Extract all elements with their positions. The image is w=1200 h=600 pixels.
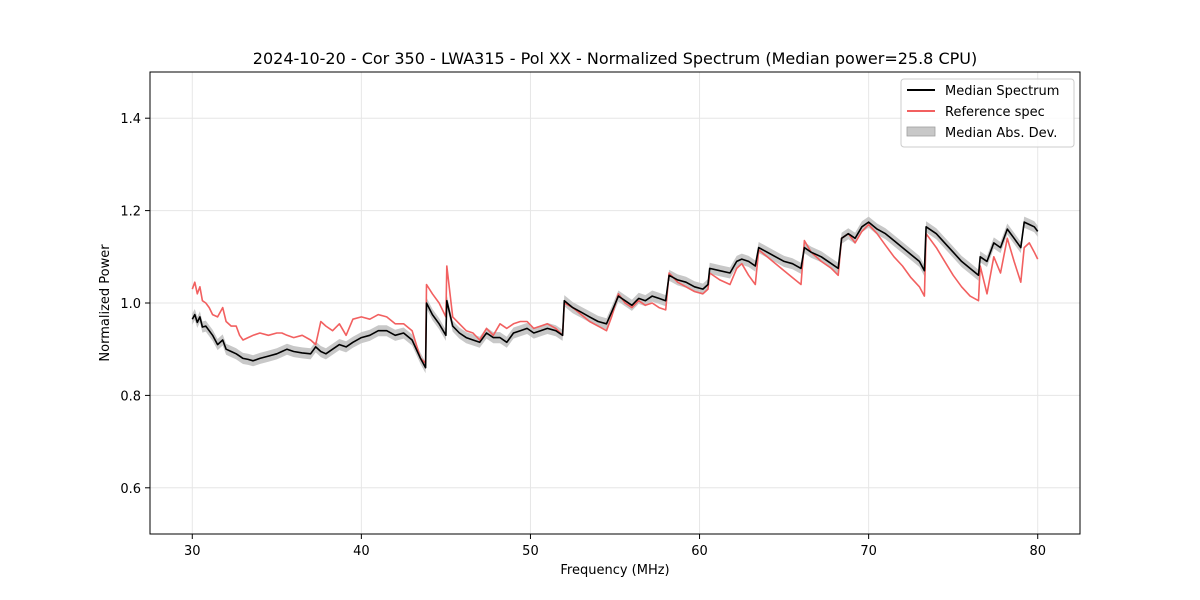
series-group [191, 221, 1039, 369]
y-tick-label: 1.4 [120, 112, 141, 127]
chart-title: 2024-10-20 - Cor 350 - LWA315 - Pol XX -… [253, 49, 977, 68]
y-tick-label: 0.8 [120, 389, 141, 404]
legend: Median Spectrum Reference spec Median Ab… [900, 78, 1075, 148]
legend-box [900, 78, 1075, 148]
y-axis-label: Normalized Power [98, 244, 113, 362]
x-axis-ticks: 30 40 50 60 70 80 [184, 534, 1046, 559]
y-tick-label: 0.6 [120, 482, 141, 497]
x-tick-label: 40 [353, 544, 370, 559]
x-tick-label: 70 [860, 544, 877, 559]
x-tick-label: 60 [691, 544, 708, 559]
legend-median-label: Median Spectrum [945, 84, 1059, 99]
y-axis-ticks: 0.6 0.8 1.0 1.2 1.4 [120, 112, 150, 497]
x-tick-label: 80 [1029, 544, 1046, 559]
x-tick-label: 50 [522, 544, 539, 559]
legend-reference-label: Reference spec [945, 105, 1045, 120]
legend-mad-swatch [906, 126, 936, 137]
y-tick-label: 1.0 [120, 297, 141, 312]
x-axis-label: Frequency (MHz) [560, 563, 669, 578]
x-tick-label: 30 [184, 544, 201, 559]
median-spectrum-line [191, 221, 1039, 369]
reference-spectrum-line [191, 223, 1039, 364]
y-tick-label: 1.2 [120, 205, 141, 220]
legend-mad-label: Median Abs. Dev. [945, 126, 1057, 141]
